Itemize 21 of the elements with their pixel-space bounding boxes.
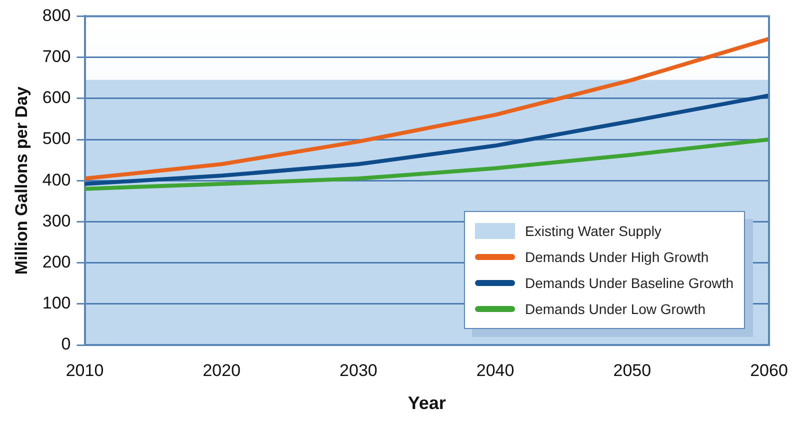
y-tick-label: 100 xyxy=(42,294,71,313)
y-tick-label: 700 xyxy=(42,46,71,66)
y-tick-label: 600 xyxy=(42,88,71,108)
y-tick-label: 0 xyxy=(61,334,71,354)
y-tick-label: 500 xyxy=(42,129,71,148)
legend-label: Demands Under Low Growth xyxy=(525,301,706,317)
y-tick-label: 800 xyxy=(42,6,71,25)
y-tick-label: 200 xyxy=(42,252,71,272)
legend-label: Demands Under Baseline Growth xyxy=(525,275,734,291)
x-tick-label: 2050 xyxy=(613,360,652,380)
x-tick-label: 2020 xyxy=(202,360,241,380)
y-tick-label: 300 xyxy=(42,211,71,230)
band-label: Existing Water Supply xyxy=(525,223,662,239)
x-tick-label: 2030 xyxy=(340,360,378,380)
legend-label: Demands Under High Growth xyxy=(525,249,709,265)
y-tick-label: 400 xyxy=(42,170,71,190)
x-tick-label: 2040 xyxy=(476,360,514,380)
x-axis-title: Year xyxy=(408,393,446,414)
y-axis-title: Million Gallons per Day xyxy=(12,86,31,275)
x-tick-label: 2010 xyxy=(66,360,104,380)
x-tick-label: 2060 xyxy=(750,360,788,380)
